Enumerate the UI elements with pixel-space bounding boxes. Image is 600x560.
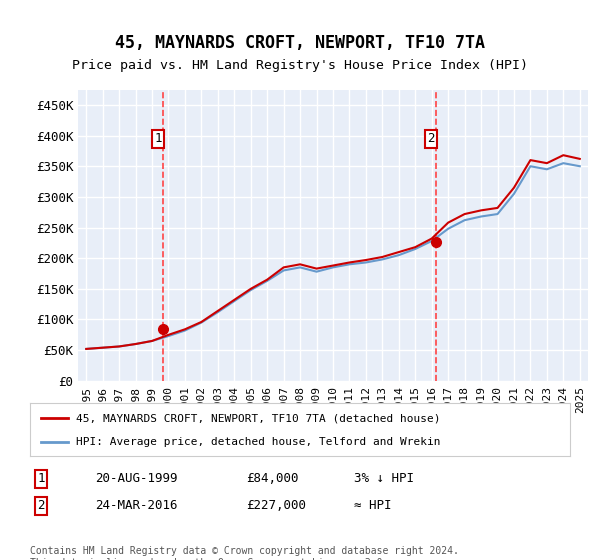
Text: 1: 1 xyxy=(37,472,44,485)
Text: 2: 2 xyxy=(427,132,434,145)
Text: 20-AUG-1999: 20-AUG-1999 xyxy=(95,472,178,485)
Text: £227,000: £227,000 xyxy=(246,500,306,512)
Text: 45, MAYNARDS CROFT, NEWPORT, TF10 7TA: 45, MAYNARDS CROFT, NEWPORT, TF10 7TA xyxy=(115,34,485,52)
Text: 3% ↓ HPI: 3% ↓ HPI xyxy=(354,472,414,485)
Text: 1: 1 xyxy=(154,132,162,145)
Text: Contains HM Land Registry data © Crown copyright and database right 2024.
This d: Contains HM Land Registry data © Crown c… xyxy=(30,546,459,560)
Text: 45, MAYNARDS CROFT, NEWPORT, TF10 7TA (detached house): 45, MAYNARDS CROFT, NEWPORT, TF10 7TA (d… xyxy=(76,413,440,423)
Text: 2: 2 xyxy=(37,500,44,512)
Text: £84,000: £84,000 xyxy=(246,472,299,485)
Text: ≈ HPI: ≈ HPI xyxy=(354,500,392,512)
Text: 24-MAR-2016: 24-MAR-2016 xyxy=(95,500,178,512)
Text: Price paid vs. HM Land Registry's House Price Index (HPI): Price paid vs. HM Land Registry's House … xyxy=(72,59,528,72)
Text: HPI: Average price, detached house, Telford and Wrekin: HPI: Average price, detached house, Telf… xyxy=(76,436,440,446)
